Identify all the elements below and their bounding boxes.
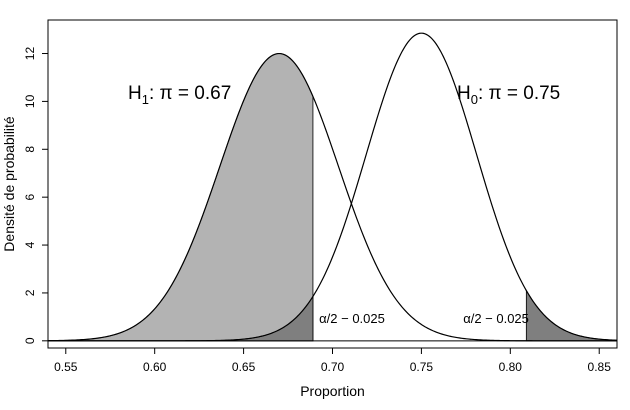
y-tick-label: 12	[23, 47, 37, 61]
y-tick-label: 6	[23, 194, 37, 201]
density-curves	[47, 32, 618, 342]
y-axis-label: Densité de probabilité	[1, 116, 17, 252]
x-tick-label: 0.55	[54, 360, 78, 374]
h1-annotation: H1: π = 0.67	[128, 83, 231, 107]
y-tick-label: 2	[23, 289, 37, 296]
y-tick-label: 10	[23, 94, 37, 108]
y-tick-label: 4	[23, 241, 37, 248]
y-tick-label: 0	[23, 337, 37, 344]
x-tick-label: 0.70	[321, 360, 345, 374]
y-axis: 0 2 4 6 8 10 12	[23, 47, 48, 344]
x-axis-label: Proportion	[300, 383, 365, 399]
x-tick-label: 0.65	[232, 360, 256, 374]
h0-annotation: H0: π = 0.75	[457, 83, 560, 107]
x-tick-label: 0.80	[499, 360, 523, 374]
alpha-right-annotation: α/2 − 0.025	[463, 311, 529, 326]
x-tick-label: 0.75	[410, 360, 434, 374]
x-tick-label: 0.85	[588, 360, 612, 374]
alpha-left-annotation: α/2 − 0.025	[319, 311, 385, 326]
density-curve-h0	[48, 32, 618, 342]
x-axis: 0.55 0.60 0.65 0.70 0.75 0.80 0.85	[54, 348, 611, 374]
x-tick-label: 0.60	[143, 360, 167, 374]
y-tick-label: 8	[23, 146, 37, 153]
